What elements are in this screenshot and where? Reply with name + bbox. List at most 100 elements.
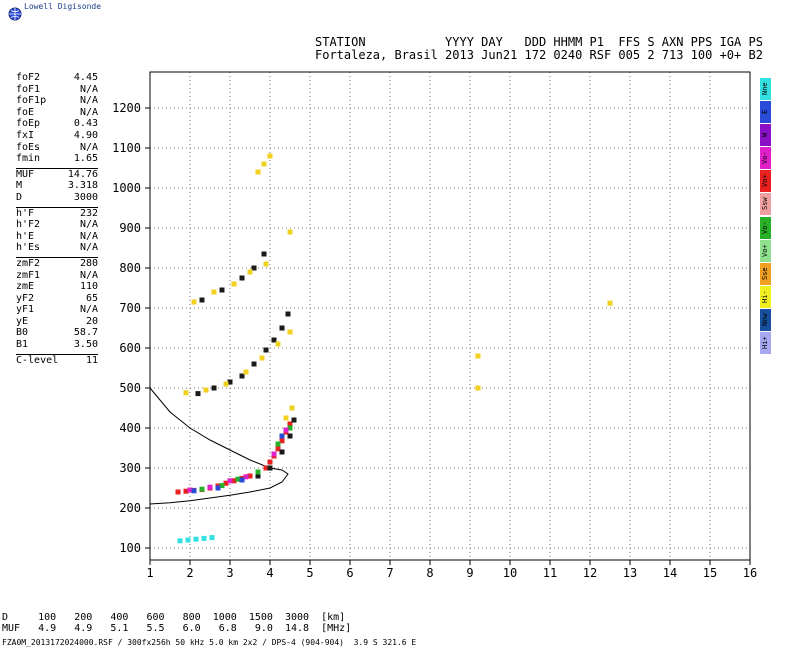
echo-point (223, 480, 229, 486)
echo-point (195, 391, 201, 397)
legend-entry: E (760, 101, 771, 124)
muf-table-muf-row: MUF 4.9 4.9 5.1 5.5 6.0 6.8 9.0 14.8 [MH… (2, 623, 352, 634)
brand-name: Lowell Digisonde (24, 2, 102, 11)
param-value: N/A (79, 95, 98, 107)
y-tick-label: 800 (119, 261, 141, 275)
echo-point (289, 405, 295, 411)
param-value: 14.76 (67, 168, 98, 180)
param-value: 232 (79, 207, 98, 219)
echo-point (475, 385, 481, 391)
x-tick-label: 8 (426, 566, 433, 580)
param-value: 4.45 (73, 72, 98, 83)
echo-point (279, 438, 285, 444)
muf-table: D 100 200 400 600 800 1000 1500 3000 [km… (2, 612, 351, 634)
header-line-2: Fortaleza, Brasil 2013 Jun21 172 0240 RS… (315, 48, 763, 62)
param-value: 3.318 (67, 180, 98, 192)
param-row: zmF2 280 (16, 256, 98, 270)
echo-point (255, 169, 261, 175)
x-tick-label: 11 (543, 566, 557, 580)
param-value: 11 (85, 354, 98, 366)
param-name: fmin (16, 153, 41, 165)
echo-point (239, 373, 245, 379)
param-row: fxI 4.90 (16, 130, 98, 142)
echo-point (215, 485, 221, 491)
param-value: 4.90 (73, 129, 98, 141)
param-value: 280 (79, 257, 98, 269)
polarization-legend: Nne E W Vo- Vo+ Ssw Vo- Vo+ Sse Hi- Nnw Hi+ (760, 78, 771, 355)
param-name: zmF2 (16, 257, 41, 269)
echo-point (211, 385, 217, 391)
echo-point (239, 275, 245, 281)
param-row: B1 3.50 (16, 339, 98, 351)
x-tick-label: 10 (503, 566, 517, 580)
param-value: 3000 (73, 191, 98, 203)
param-name: foF1 (16, 83, 41, 95)
param-name: foEp (16, 118, 41, 130)
param-row: h'F2 N/A (16, 219, 98, 231)
echo-point (279, 433, 285, 439)
param-name: B1 (16, 339, 29, 351)
param-row: foEs N/A (16, 142, 98, 154)
param-row: foF2 4.45 (16, 72, 98, 84)
globe-icon (8, 6, 22, 21)
param-name: yE (16, 315, 29, 327)
y-tick-label: 100 (119, 541, 141, 555)
x-tick-label: 9 (466, 566, 473, 580)
param-row: h'E N/A (16, 231, 98, 243)
x-tick-label: 12 (583, 566, 597, 580)
legend-entry: Hi+ (760, 332, 771, 355)
param-name: D (16, 191, 23, 203)
param-row: h'F 232 (16, 206, 98, 220)
param-name: foF1p (16, 95, 47, 107)
legend-entry: Hi- (760, 285, 771, 308)
param-value: 58.7 (73, 327, 98, 339)
echo-point (199, 297, 205, 303)
param-value: N/A (79, 304, 98, 316)
y-tick-label: 700 (119, 301, 141, 315)
param-value: 0.43 (73, 118, 98, 130)
x-tick-label: 2 (186, 566, 193, 580)
echo-point (275, 441, 281, 447)
y-tick-label: 1000 (112, 181, 141, 195)
x-tick-label: 1 (146, 566, 153, 580)
header-line-1: STATION YYYY DAY DDD HHMM P1 FFS S AXN P… (315, 35, 763, 49)
y-tick-label: 300 (119, 461, 141, 475)
param-row: C-level 11 (16, 353, 98, 367)
param-value: 65 (85, 292, 98, 304)
param-row: foF1p N/A (16, 95, 98, 107)
x-tick-label: 13 (623, 566, 637, 580)
echo-point (211, 289, 217, 295)
echo-point (475, 353, 481, 359)
param-name: yF1 (16, 304, 35, 316)
echo-point (251, 361, 257, 367)
echo-point (185, 537, 191, 543)
x-tick-label: 5 (306, 566, 313, 580)
x-tick-label: 7 (386, 566, 393, 580)
param-row: D 3000 (16, 192, 98, 204)
echo-point (219, 287, 225, 293)
param-name: foF2 (16, 72, 41, 83)
echo-point (219, 483, 225, 489)
echo-point (251, 265, 257, 271)
y-tick-label: 500 (119, 381, 141, 395)
echo-point (287, 433, 293, 439)
echo-point (191, 299, 197, 305)
muf-table-distance-row: D 100 200 400 600 800 1000 1500 3000 [km… (2, 612, 346, 623)
param-value: 110 (79, 281, 98, 293)
echo-point (199, 486, 205, 492)
legend-entry: W (760, 124, 771, 147)
x-tick-label: 3 (226, 566, 233, 580)
echo-point (267, 459, 273, 465)
param-value: N/A (79, 242, 98, 254)
y-tick-label: 200 (119, 501, 141, 515)
echo-point (271, 337, 277, 343)
echo-point (267, 153, 273, 159)
param-value: 1.65 (73, 153, 98, 165)
echo-point (231, 478, 237, 484)
param-value: N/A (79, 230, 98, 242)
y-tick-label: 600 (119, 341, 141, 355)
echo-point (261, 161, 267, 167)
param-row: h'Es N/A (16, 242, 98, 254)
y-tick-label: 400 (119, 421, 141, 435)
